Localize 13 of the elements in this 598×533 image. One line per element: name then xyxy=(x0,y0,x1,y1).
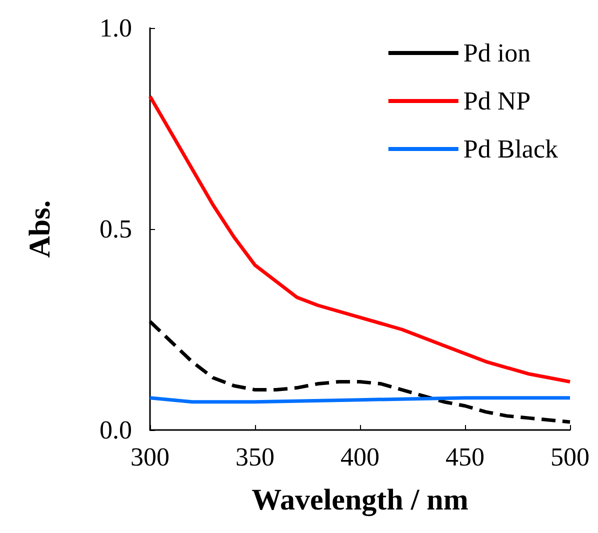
y-tick-label: 0.5 xyxy=(100,214,132,244)
x-tick-label: 300 xyxy=(130,442,170,472)
x-tick-label: 500 xyxy=(550,442,590,472)
y-axis-title: Abs. xyxy=(24,200,56,258)
x-tick-label: 400 xyxy=(340,442,380,472)
x-tick-label: 350 xyxy=(236,442,274,472)
y-tick-label: 1.0 xyxy=(100,14,132,42)
x-axis-title: Wavelength / nm xyxy=(252,484,468,516)
legend-label: Pd NP xyxy=(463,86,531,116)
legend-label: Pd Black xyxy=(463,134,558,164)
legend-label: Pd ion xyxy=(463,38,531,68)
x-tick-label: 450 xyxy=(446,442,484,472)
y-tick-label: 0.0 xyxy=(100,416,132,444)
